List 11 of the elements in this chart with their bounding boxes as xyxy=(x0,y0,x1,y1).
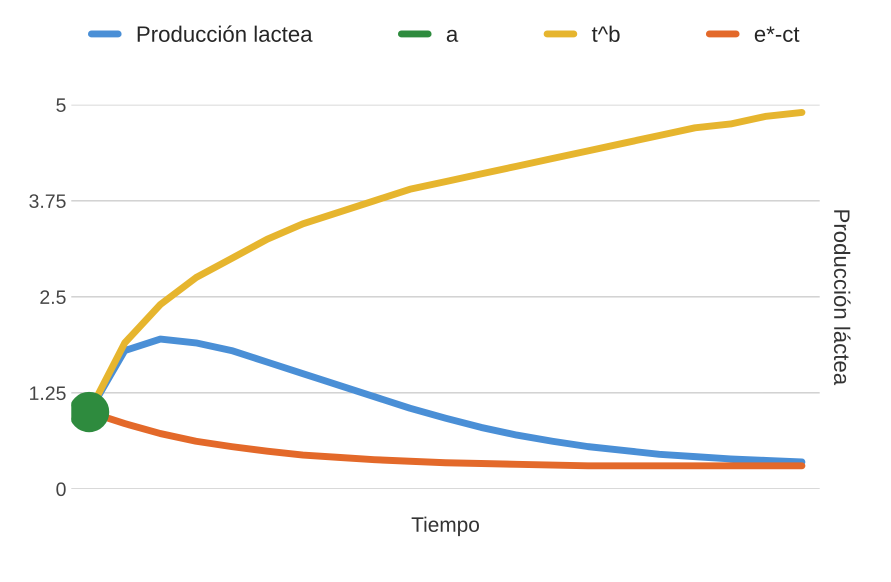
y-tick-label: 5 xyxy=(56,98,66,112)
legend-label: t^b xyxy=(592,26,620,42)
y-tick-label: 1.25 xyxy=(30,386,66,400)
legend-label: Producción lactea xyxy=(138,25,313,42)
x-axis-title: Tiempo xyxy=(412,516,479,536)
y-tick-label: 2.5 xyxy=(40,290,66,304)
y-tick-label: 3.75 xyxy=(29,194,66,208)
legend-label: e*-ct xyxy=(754,26,800,42)
y-axis-title: Producción láctea xyxy=(834,210,851,386)
y-tick-label: 0 xyxy=(56,482,66,496)
legend-label: a xyxy=(446,30,458,42)
